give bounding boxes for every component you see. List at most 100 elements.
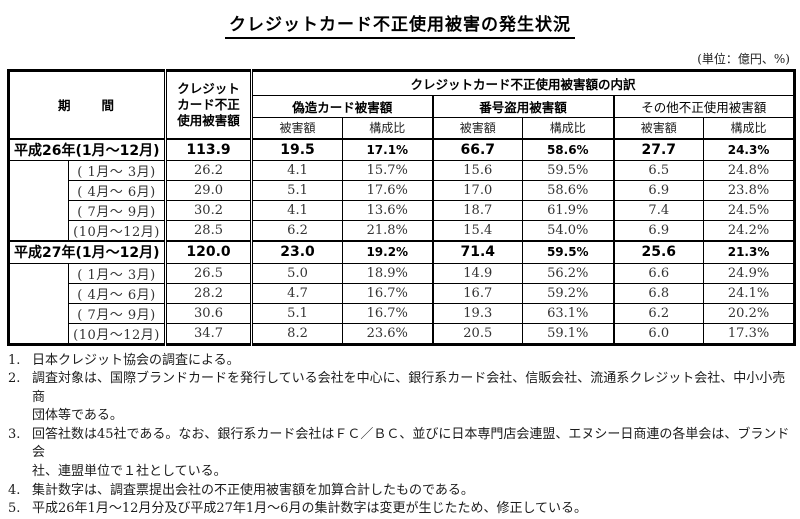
period-cell: ( 7月～ 9月) [67, 200, 167, 221]
footnote-text: 回答社数は45社である。なお、銀行系カード会社はＦＣ／ＢＣ、並びに日本専門店会連… [32, 426, 790, 480]
table-cell: 26.5 [164, 262, 254, 284]
table-row-h26-q2: ( 4月～ 6月) 29.0 5.1 17.6% 17.0 58.6% 6.9 … [9, 180, 796, 201]
table-cell: 18.9% [342, 262, 434, 284]
table-cell: 23.6% [342, 322, 434, 345]
table-cell: 54.0% [522, 220, 615, 242]
table-cell: 14.9 [432, 262, 524, 284]
table-cell: 61.9% [522, 200, 615, 221]
table-cell: 6.9 [613, 180, 705, 201]
footnote-5: 5. 平成26年1月～12月分及び平成27年1月～6月の集計数字は変更が生じたた… [8, 500, 792, 519]
table-cell: 24.3% [703, 137, 796, 161]
period-cell: 平成27年(1月～12月) [7, 240, 167, 264]
table-cell: 16.7 [432, 282, 524, 304]
table-cell: 16.7% [342, 302, 434, 324]
footnote-text: 平成26年1月～12月分及び平成27年1月～6月の集計数字は変更が生じたため、修… [32, 501, 588, 517]
table-cell: 20.5 [432, 322, 524, 345]
table-cell: 27.7 [613, 137, 705, 161]
column-header-amount: 被害額 [432, 117, 524, 140]
table-cell: 24.9% [703, 262, 796, 284]
table-cell: 71.4 [432, 240, 524, 264]
column-header-amount: 被害額 [613, 117, 705, 140]
table-row-h26-q4: (10月～12月) 28.5 6.2 21.8% 15.4 54.0% 6.9 … [9, 220, 796, 242]
period-cell: ( 1月～ 3月) [67, 262, 167, 284]
table-cell: 17.6% [342, 180, 434, 201]
footnote-3: 3. 回答社数は45社である。なお、銀行系カード会社はＦＣ／ＢＣ、並びに日本専門… [8, 426, 792, 482]
page-title: クレジットカード不正使用被害の発生状況 [225, 10, 575, 39]
table-cell: 30.6 [164, 302, 254, 324]
table-cell: 23.8% [703, 180, 796, 201]
table-row-h27-annual: 平成27年(1月～12月) 120.0 23.0 19.2% 71.4 59.5… [7, 240, 796, 264]
footnote-text: 集計数字は、調査票提出会社の不正使用被害額を加算合計したものである。 [32, 482, 474, 498]
table-cell: 5.1 [251, 180, 344, 201]
table-cell: 5.0 [251, 262, 344, 284]
column-header-ratio: 構成比 [522, 117, 615, 140]
table-cell: 28.5 [164, 220, 254, 242]
table-cell: 6.5 [613, 160, 705, 181]
table-cell: 30.2 [164, 200, 254, 221]
table-cell: 15.4 [432, 220, 524, 242]
table-cell: 6.6 [613, 262, 705, 284]
period-spacer-cell [8, 160, 69, 242]
table-row-h26-annual: 平成26年(1月～12月) 113.9 19.5 17.1% 66.7 58.6… [7, 137, 796, 161]
table-cell: 58.6% [522, 180, 615, 201]
table-cell: 6.0 [613, 322, 705, 345]
table-cell: 21.3% [703, 240, 796, 264]
table-cell: 59.5% [522, 160, 615, 181]
unit-note: (単位：億円、%) [697, 52, 790, 66]
table-cell: 19.5 [251, 137, 344, 161]
period-cell: ( 4月～ 6月) [67, 282, 167, 304]
footnote-number: 4. [8, 482, 21, 498]
column-header-period: 期 間 [7, 70, 167, 139]
column-header-number-theft: 番号盗用被害額 [432, 95, 615, 118]
table-cell: 15.6 [432, 160, 524, 181]
table-cell: 19.2% [342, 240, 434, 264]
table-cell: 56.2% [522, 262, 615, 284]
period-cell: (10月～12月) [67, 220, 167, 242]
table-cell: 120.0 [164, 240, 254, 264]
table-cell: 26.2 [164, 160, 254, 181]
period-cell: ( 4月～ 6月) [67, 180, 167, 201]
table-cell: 17.1% [342, 137, 434, 161]
period-cell: ( 7月～ 9月) [67, 302, 167, 324]
footnotes: 1. 日本クレジット協会の調査による。 2. 調査対象は、国際ブランドカードを発… [6, 352, 794, 519]
table-row-h27-q2: ( 4月～ 6月) 28.2 4.7 16.7% 16.7 59.2% 6.8 … [9, 282, 796, 304]
period-cell: ( 1月～ 3月) [67, 160, 167, 181]
table-row-h27-q3: ( 7月～ 9月) 30.6 5.1 16.7% 19.3 63.1% 6.2 … [9, 302, 796, 324]
header-row-3: 被害額 構成比 被害額 構成比 被害額 構成比 [9, 117, 796, 140]
table-cell: 6.2 [613, 302, 705, 324]
table-cell: 34.7 [164, 322, 254, 345]
table-row-h26-q3: ( 7月～ 9月) 30.2 4.1 13.6% 18.7 61.9% 7.4 … [9, 200, 796, 221]
table-cell: 4.1 [251, 160, 344, 181]
table-cell: 17.3% [703, 322, 796, 345]
footnote-2: 2. 調査対象は、国際ブランドカードを発行している会社を中心に、銀行系カード会社… [8, 370, 792, 426]
table-cell: 25.6 [613, 240, 705, 264]
table-cell: 8.2 [251, 322, 344, 345]
table-row-h27-q1: ( 1月～ 3月) 26.5 5.0 18.9% 14.9 56.2% 6.6 … [8, 262, 796, 345]
table-cell: 6.2 [251, 220, 344, 242]
period-spacer-cell [8, 262, 69, 345]
column-header-other-fraud: その他不正使用被害額 [613, 95, 796, 118]
table-cell: 15.7% [342, 160, 434, 181]
table-cell: 23.0 [251, 240, 344, 264]
table-cell: 24.5% [703, 200, 796, 221]
table-cell: 17.0 [432, 180, 524, 201]
table-cell: 5.1 [251, 302, 344, 324]
table-cell: 113.9 [164, 137, 254, 161]
footnote-4: 4. 集計数字は、調査票提出会社の不正使用被害額を加算合計したものである。 [8, 482, 792, 501]
column-header-ratio: 構成比 [703, 117, 796, 140]
table-cell: 66.7 [432, 137, 524, 161]
table-row-h27-q4: (10月～12月) 34.7 8.2 23.6% 20.5 59.1% 6.0 … [9, 322, 796, 345]
title-wrap: クレジットカード不正使用被害の発生状況 [6, 10, 794, 39]
table-cell: 28.2 [164, 282, 254, 304]
table-cell: 20.2% [703, 302, 796, 324]
column-header-ratio: 構成比 [342, 117, 434, 140]
table-cell: 7.4 [613, 200, 705, 221]
table-row-h26-q1: ( 1月～ 3月) 26.2 4.1 15.7% 15.6 59.5% 6.5 … [8, 160, 796, 242]
table-cell: 29.0 [164, 180, 254, 201]
column-header-counterfeit: 偽造カード被害額 [251, 95, 434, 118]
table-cell: 4.7 [251, 282, 344, 304]
table-cell: 58.6% [522, 137, 615, 161]
column-header-amount: 被害額 [251, 117, 344, 140]
table-cell: 59.2% [522, 282, 615, 304]
